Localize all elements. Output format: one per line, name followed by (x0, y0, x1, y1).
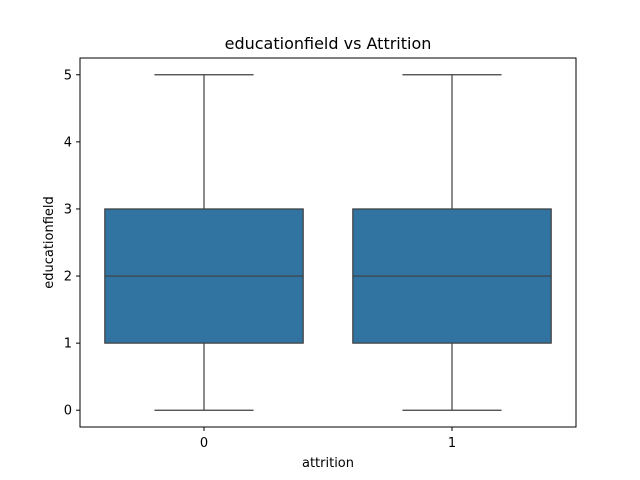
y-tick-label: 2 (64, 270, 72, 285)
y-axis-label: educationfield (42, 196, 57, 289)
plot-frame (79, 57, 577, 428)
y-tick-label: 1 (64, 337, 72, 352)
y-tick-label: 0 (64, 404, 72, 419)
plot-area (104, 74, 552, 411)
x-tick-label: 0 (200, 436, 208, 451)
y-tick-label: 5 (64, 68, 72, 83)
x-axis-label: attrition (302, 456, 354, 471)
box-group (104, 74, 304, 411)
y-axis: 0 1 2 3 4 5 (64, 68, 80, 419)
chart-title: educationfield vs Attrition (225, 34, 432, 53)
y-tick-label: 3 (64, 202, 72, 217)
x-tick-label: 1 (448, 436, 456, 451)
box-group (352, 74, 552, 411)
y-tick-label: 4 (64, 135, 72, 150)
